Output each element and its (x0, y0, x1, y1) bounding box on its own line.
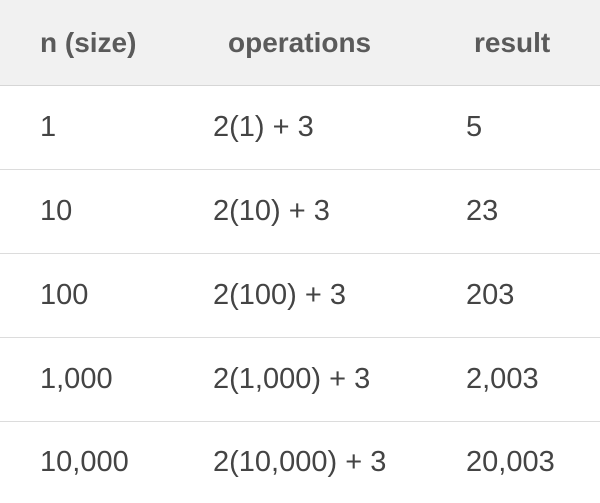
cell-result: 20,003 (466, 446, 555, 478)
table-header-row: n (size) operations result (0, 0, 600, 86)
header-result: result (474, 26, 551, 58)
table-row: 10 2(10) + 3 23 (0, 170, 600, 254)
cell-operations: 2(1,000) + 3 (213, 363, 371, 395)
cell-operations: 2(10,000) + 3 (213, 446, 387, 478)
table-row: 1 2(1) + 3 5 (0, 86, 600, 170)
cell-result: 2,003 (466, 363, 539, 395)
cell-n-size: 100 (40, 279, 89, 311)
cell-n-size: 1 (40, 111, 57, 143)
cell-n-size: 10 (40, 195, 73, 227)
table-row: 100 2(100) + 3 203 (0, 254, 600, 338)
cell-n-size: 1,000 (40, 363, 113, 395)
cell-result: 23 (466, 195, 499, 227)
cell-n-size: 10,000 (40, 446, 129, 478)
table-row: 1,000 2(1,000) + 3 2,003 (0, 338, 600, 422)
cell-operations: 2(1) + 3 (213, 111, 314, 143)
cell-operations: 2(100) + 3 (213, 279, 347, 311)
header-operations: operations (228, 26, 372, 58)
cell-result: 5 (466, 111, 483, 143)
cell-result: 203 (466, 279, 515, 311)
table-row: 10,000 2(10,000) + 3 20,003 (0, 422, 600, 503)
cell-operations: 2(10) + 3 (213, 195, 330, 227)
header-n-size: n (size) (40, 26, 137, 58)
